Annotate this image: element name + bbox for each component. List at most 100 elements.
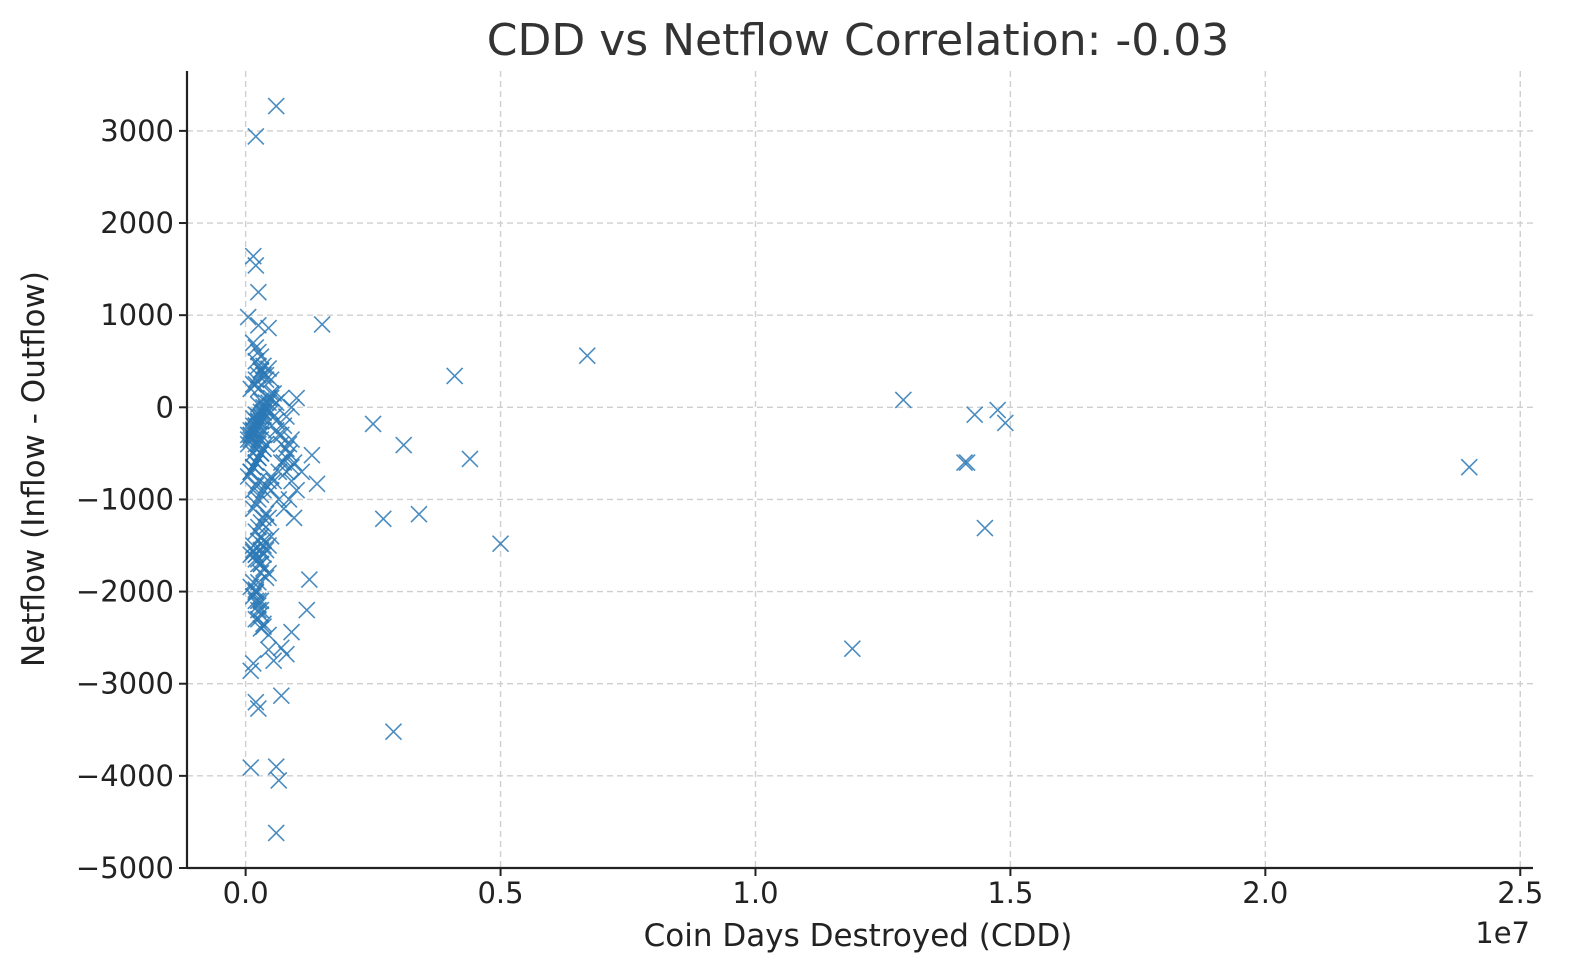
data-point-marker: [262, 527, 280, 545]
data-point-marker: [446, 367, 464, 385]
data-point-marker: [244, 444, 262, 462]
data-point-marker: [260, 626, 278, 644]
data-point-marker: [280, 444, 298, 462]
data-point-marker: [252, 392, 270, 410]
data-point-marker: [252, 348, 270, 366]
data-point-marker: [249, 343, 267, 361]
data-point-marker: [247, 440, 265, 458]
data-point-marker: [374, 510, 392, 528]
data-point-marker: [288, 389, 306, 407]
data-point-marker: [260, 319, 278, 337]
data-point-marker: [894, 391, 912, 409]
data-point-marker: [252, 564, 270, 582]
data-point-marker: [244, 500, 262, 518]
data-point-marker: [252, 430, 270, 449]
data-point-marker: [272, 687, 290, 705]
data-point-marker: [308, 475, 326, 493]
data-point-marker: [249, 316, 267, 334]
data-point-marker: [247, 375, 265, 393]
data-point-marker: [267, 758, 285, 776]
y-tick-label: −3000: [76, 667, 174, 701]
data-point-marker: [247, 592, 265, 610]
data-point-marker: [280, 490, 298, 509]
x-tick-label: 2.0: [1242, 876, 1288, 910]
x-tick-label: 1.0: [732, 876, 778, 910]
data-point-marker: [247, 256, 265, 274]
data-point-marker: [260, 641, 278, 659]
data-point-marker: [260, 360, 278, 378]
data-point-marker: [242, 759, 260, 777]
data-point-marker: [249, 412, 267, 430]
data-point-marker: [285, 509, 303, 527]
data-point-marker: [270, 463, 288, 481]
data-point-marker: [300, 571, 318, 589]
y-tick-label: 3000: [100, 114, 174, 148]
data-point-marker: [288, 481, 306, 499]
data-point-marker: [262, 371, 280, 389]
tick-layer: 0.0 0.5 1.0 1.5 2.0 2.5 −5000 −4000 −3000 −2000 −1…: [76, 114, 1543, 910]
data-point-marker: [285, 454, 303, 472]
data-point-marker: [282, 398, 301, 416]
data-point-marker: [247, 477, 265, 495]
data-point-marker: [257, 518, 275, 536]
data-point-marker: [989, 401, 1007, 419]
data-point-marker: [270, 426, 288, 444]
data-point-marker: [249, 435, 267, 453]
data-point-marker: [247, 338, 265, 356]
y-tick-label: −5000: [76, 851, 174, 885]
data-point-marker: [298, 601, 316, 619]
y-tick-label: 2000: [100, 206, 174, 240]
data-point-marker: [254, 404, 273, 422]
data-point-marker: [958, 454, 976, 472]
data-point-marker: [966, 406, 984, 424]
data-point-marker: [247, 127, 265, 145]
data-point-marker: [244, 458, 262, 476]
x-axis-offset-label: 1e7: [1475, 916, 1530, 950]
x-axis-label: Coin Days Destroyed (CDD): [644, 918, 1073, 954]
data-point-marker: [265, 652, 283, 670]
y-tick-label: −4000: [76, 759, 174, 793]
data-point-marker: [267, 412, 285, 430]
data-point-marker: [252, 407, 270, 426]
data-point-marker: [262, 384, 280, 403]
data-point-marker: [244, 654, 262, 673]
data-point-marker: [244, 481, 262, 499]
data-point-marker: [461, 450, 479, 468]
data-point-marker: [955, 454, 974, 472]
data-point-marker: [249, 283, 267, 301]
data-point-marker: [267, 97, 285, 115]
data-point-marker: [257, 400, 275, 418]
data-point-marker: [247, 693, 265, 711]
data-point-marker: [254, 618, 273, 636]
data-point-marker: [303, 446, 321, 464]
data-point-marker: [249, 395, 267, 414]
data-point-marker: [384, 723, 403, 741]
data-point-marker: [364, 415, 382, 433]
data-point-marker: [249, 596, 267, 614]
data-point-marker: [293, 463, 311, 481]
data-point-marker: [996, 414, 1014, 432]
data-point-marker: [252, 541, 270, 559]
x-tick-label: 0.0: [223, 876, 269, 910]
data-point-marker: [247, 406, 265, 424]
data-point-marker: [578, 347, 596, 365]
y-tick-label: 0: [156, 390, 174, 424]
y-tick-label: 1000: [100, 298, 174, 332]
data-point-marker: [270, 771, 288, 790]
axes: [185, 71, 1533, 870]
data-point-marker: [267, 824, 285, 842]
data-point-marker: [244, 409, 262, 427]
x-tick-label: 0.5: [477, 876, 523, 910]
data-point-marker: [257, 371, 275, 389]
x-tick-label: 2.5: [1497, 876, 1543, 910]
data-point-marker: [252, 592, 270, 610]
data-point-marker: [252, 555, 270, 573]
data-point-marker: [976, 519, 994, 537]
data-points: [239, 97, 1478, 842]
data-point-marker: [249, 610, 267, 628]
data-point-marker: [239, 467, 257, 485]
data-point-marker: [249, 700, 267, 718]
data-point-marker: [395, 436, 413, 454]
